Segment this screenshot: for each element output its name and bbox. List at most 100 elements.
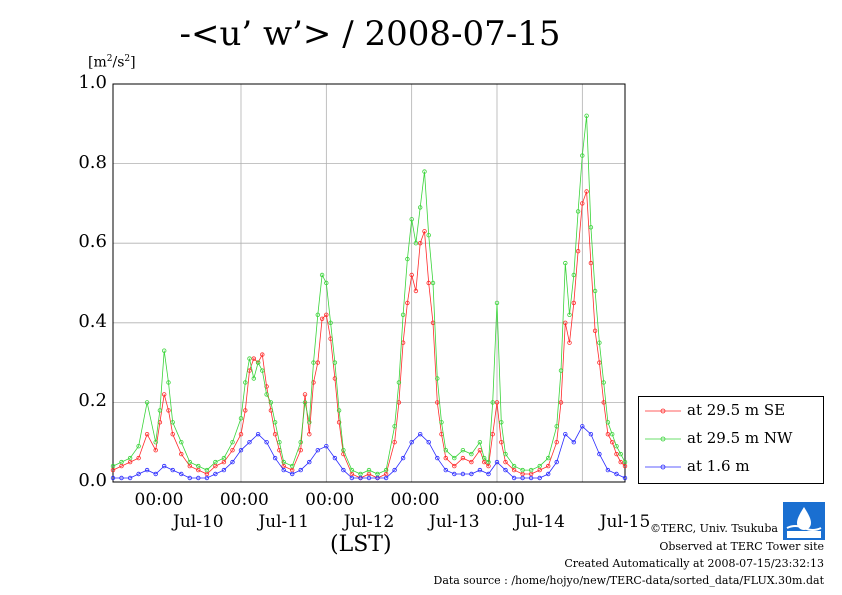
data-point: [571, 440, 576, 445]
data-point: [238, 432, 244, 437]
y-unit-sup2: 2: [124, 54, 131, 64]
data-point: [341, 467, 346, 473]
data-point: [166, 380, 171, 385]
data-point: [251, 376, 256, 381]
data-point: [443, 455, 448, 461]
data-point: [486, 459, 491, 465]
data-point: [302, 392, 308, 397]
data-point: [161, 348, 167, 353]
data-point: [405, 256, 410, 262]
data-point: [315, 360, 320, 365]
data-point: [528, 475, 534, 481]
data-point: [221, 459, 227, 465]
y-unit-sup1: 2: [106, 54, 113, 64]
data-point: [324, 280, 329, 286]
data-point: [588, 432, 594, 437]
data-point: [251, 356, 256, 361]
data-point: [213, 459, 218, 465]
credit-source: Data source : /home/hojyo/new/TERC-data/…: [433, 574, 825, 587]
data-point: [127, 475, 133, 481]
data-point: [614, 451, 619, 457]
data-point: [486, 463, 491, 469]
data-point: [383, 467, 389, 473]
data-point: [575, 209, 581, 214]
y-tick-label: 0.6: [78, 231, 107, 253]
data-point: [336, 420, 342, 425]
data-point: [546, 455, 551, 461]
legend: at 29.5 m SE at 29.5 m NW at 1.6 m: [638, 396, 824, 484]
data-point: [405, 300, 410, 306]
data-point: [153, 448, 158, 453]
data-point: [537, 475, 542, 481]
data-point: [400, 455, 406, 461]
data-point: [571, 272, 576, 278]
data-point: [511, 475, 517, 481]
data-point: [213, 463, 218, 469]
data-point: [332, 360, 338, 365]
data-point: [588, 260, 594, 266]
data-point: [610, 432, 615, 437]
data-point: [264, 392, 269, 397]
data-point: [614, 471, 619, 477]
data-point: [546, 463, 551, 469]
data-point: [230, 440, 235, 445]
legend-swatch-se: [645, 408, 681, 414]
data-point: [563, 260, 568, 266]
data-point: [422, 229, 427, 234]
data-point: [136, 444, 141, 449]
data-point: [622, 475, 628, 481]
data-point: [511, 467, 517, 473]
data-point: [307, 420, 312, 425]
data-point: [221, 467, 227, 473]
data-point: [528, 467, 534, 473]
data-point: [319, 272, 325, 278]
data-point: [349, 467, 355, 473]
legend-label-16m: at 1.6 m: [687, 457, 750, 475]
data-point: [482, 459, 487, 465]
data-point: [435, 376, 440, 381]
data-point: [161, 463, 167, 469]
data-point: [494, 459, 500, 465]
data-point: [460, 455, 466, 461]
data-point: [349, 475, 355, 481]
data-point: [358, 475, 363, 481]
data-point: [588, 225, 594, 230]
data-point: [558, 368, 564, 373]
y-tick-label: 0.2: [78, 390, 107, 412]
data-point: [315, 312, 320, 317]
x-tick-date-label: Jul-10: [173, 512, 224, 532]
data-point: [400, 312, 406, 317]
data-point: [469, 459, 474, 465]
data-point: [546, 471, 551, 477]
data-point: [264, 440, 269, 445]
data-point: [558, 400, 564, 405]
data-point: [580, 153, 585, 158]
data-point: [605, 432, 611, 437]
data-point: [324, 312, 329, 317]
x-tick-date-label: Jul-12: [343, 512, 395, 532]
data-point: [247, 440, 252, 445]
data-point: [452, 455, 457, 461]
x-tick-time-label: 00:00: [305, 490, 355, 510]
data-point: [144, 467, 150, 473]
data-point: [272, 420, 278, 425]
x-tick-date-label: Jul-14: [514, 512, 565, 532]
data-point: [409, 440, 414, 445]
data-point: [268, 400, 274, 405]
data-point: [127, 459, 133, 465]
data-point: [127, 455, 133, 461]
data-point: [482, 455, 487, 461]
data-point: [597, 340, 602, 345]
data-point: [230, 448, 235, 453]
series-2: [110, 424, 628, 481]
plot-frame: [112, 83, 626, 483]
y-unit-close: ]: [130, 54, 136, 71]
x-tick-time-label: 00:00: [475, 490, 525, 510]
credit-observed: Observed at TERC Tower site: [659, 540, 824, 553]
data-point: [247, 356, 252, 361]
credit-created: Created Automatically at 2008-07-15/23:3…: [564, 557, 824, 570]
data-point: [503, 467, 508, 473]
data-point: [298, 448, 303, 453]
data-point: [409, 217, 414, 222]
